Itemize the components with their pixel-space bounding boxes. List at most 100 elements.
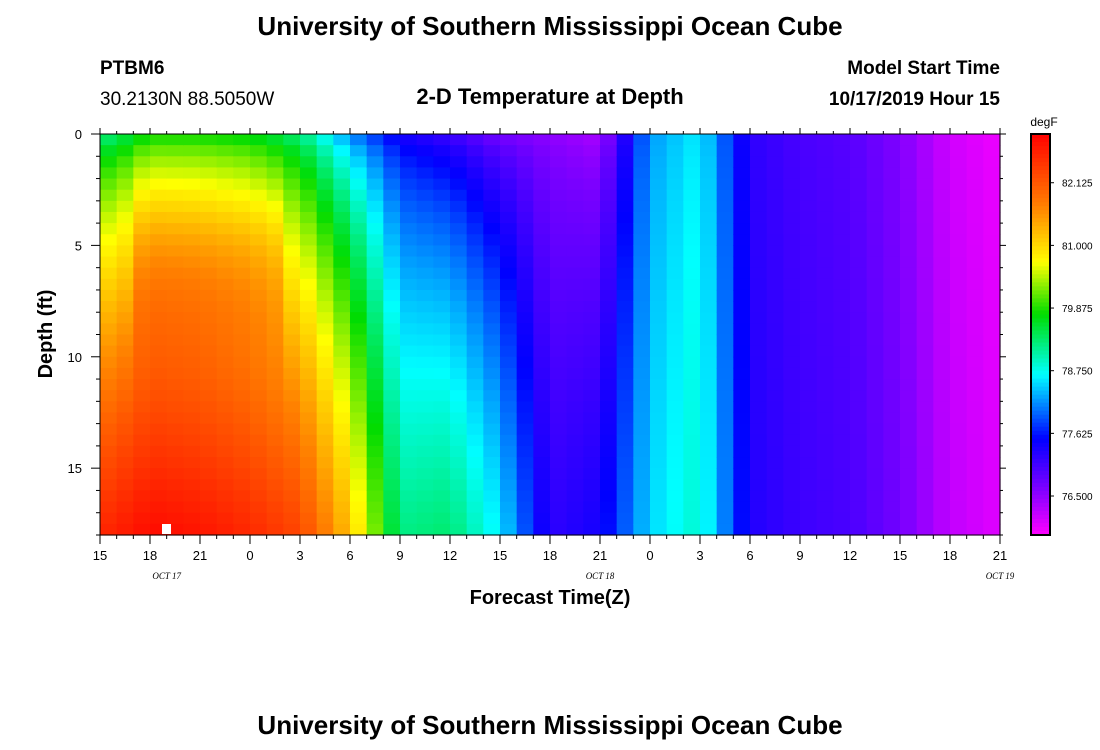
heatmap-cell [366, 367, 384, 380]
heatmap-cell [416, 490, 434, 503]
heatmap-cell [116, 312, 134, 324]
heatmap-cell [983, 512, 1001, 525]
colorbar-tick-label: 76.500 [1062, 492, 1093, 503]
heatmap-cell [983, 211, 1001, 224]
heatmap-cell [133, 234, 151, 246]
heatmap-cell [533, 134, 551, 146]
heatmap-cell [700, 278, 718, 291]
heatmap-cell [633, 267, 651, 280]
heatmap-cell [466, 468, 484, 480]
heatmap-cell [750, 189, 768, 202]
heatmap-cell [516, 401, 534, 414]
heatmap-cell [200, 479, 218, 492]
heatmap-cell [550, 501, 568, 514]
heatmap-cell [333, 401, 351, 414]
heatmap-cell [183, 134, 201, 146]
heatmap-cell [150, 234, 168, 246]
heatmap-cell [883, 356, 901, 369]
heatmap-cell [433, 523, 451, 536]
heatmap-cell [933, 423, 951, 436]
heatmap-cell [383, 245, 401, 258]
colorbar-segment [1031, 218, 1050, 223]
heatmap-cell [166, 178, 184, 191]
heatmap-cell [950, 156, 968, 169]
heatmap-cell [216, 445, 234, 458]
heatmap-cell [133, 278, 151, 291]
heatmap-cell [650, 312, 668, 324]
heatmap-cell [433, 423, 451, 436]
heatmap-cell [500, 334, 518, 347]
heatmap-cell [983, 523, 1001, 536]
heatmap-cell [550, 401, 568, 414]
colorbar-segment [1031, 418, 1050, 424]
heatmap-cell [150, 200, 168, 213]
heatmap-cell [633, 234, 651, 246]
heatmap-cell [183, 501, 201, 514]
heatmap-cell [850, 189, 868, 202]
heatmap-cell [600, 156, 618, 169]
heatmap-cell [316, 301, 334, 313]
heatmap-cell [200, 245, 218, 258]
heatmap-cell [733, 401, 751, 414]
heatmap-cell [816, 278, 834, 291]
heatmap-cell [500, 145, 518, 157]
heatmap-cell [433, 167, 451, 180]
heatmap-cell [850, 156, 868, 169]
heatmap-cell [216, 312, 234, 324]
heatmap-cell [616, 267, 634, 280]
heatmap-cell [300, 312, 318, 324]
heatmap-cell [116, 423, 134, 436]
station-id: PTBM6 [100, 58, 164, 79]
heatmap-cell [666, 289, 684, 302]
heatmap-cell [766, 334, 784, 347]
heatmap-cell [233, 256, 251, 269]
date-label: OCT 17 [152, 571, 181, 581]
heatmap-cell [366, 278, 384, 291]
heatmap-cell [283, 401, 301, 414]
heatmap-cell [350, 479, 368, 492]
heatmap-cell [216, 178, 234, 191]
heatmap-cell [433, 200, 451, 213]
heatmap-cell [100, 156, 118, 169]
heatmap-cell [450, 423, 468, 436]
heatmap-cell [200, 423, 218, 436]
heatmap-cell [666, 167, 684, 180]
heatmap-cell [700, 345, 718, 358]
heatmap-cell [566, 501, 584, 514]
heatmap-cell [100, 289, 118, 302]
heatmap-cell [683, 423, 701, 436]
heatmap-cell [666, 468, 684, 480]
heatmap-cell [566, 401, 584, 414]
heatmap-cell [916, 234, 934, 246]
heatmap-cell [600, 312, 618, 324]
heatmap-cell [116, 390, 134, 402]
heatmap-cell [466, 156, 484, 169]
heatmap-cell [300, 479, 318, 492]
heatmap-cell [866, 412, 884, 425]
heatmap-cell [933, 512, 951, 525]
heatmap-cell [850, 457, 868, 469]
heatmap-cell [866, 178, 884, 191]
heatmap-cell [233, 289, 251, 302]
heatmap-cell [383, 523, 401, 536]
heatmap-cell [366, 390, 384, 402]
heatmap-cell [600, 278, 618, 291]
heatmap-cell [550, 234, 568, 246]
heatmap-cell [783, 134, 801, 146]
heatmap-cell [866, 312, 884, 324]
heatmap-cell [766, 367, 784, 380]
heatmap-cell [783, 367, 801, 380]
heatmap-cell [316, 323, 334, 336]
heatmap-cell [283, 312, 301, 324]
heatmap-cell [333, 468, 351, 480]
heatmap-cell [383, 234, 401, 246]
heatmap-cell [266, 512, 284, 525]
heatmap-cell [233, 501, 251, 514]
heatmap-cell [683, 323, 701, 336]
heatmap-cell [383, 457, 401, 469]
heatmap-cell [300, 445, 318, 458]
heatmap-cell [300, 490, 318, 503]
heatmap-cell [683, 356, 701, 369]
heatmap-cell [866, 289, 884, 302]
